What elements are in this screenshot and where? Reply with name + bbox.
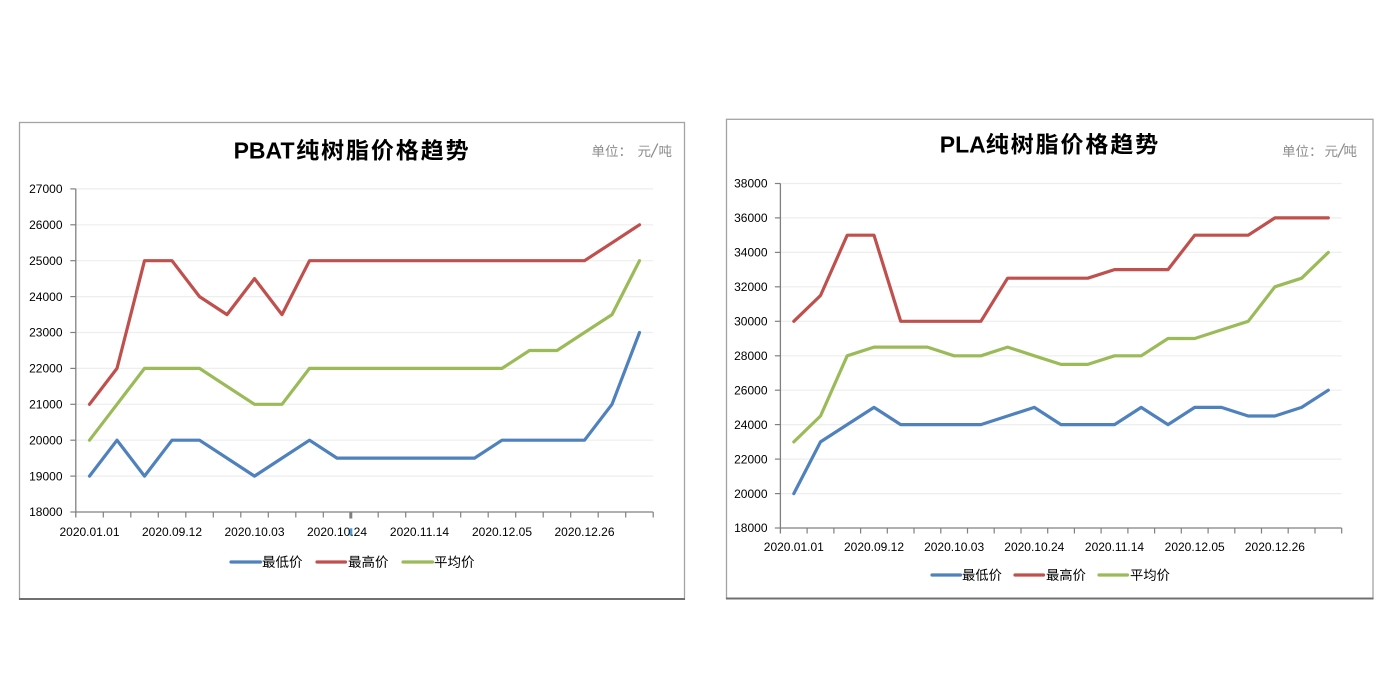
svg-text:2020.09.12: 2020.09.12 bbox=[844, 540, 904, 554]
svg-text:26000: 26000 bbox=[29, 218, 63, 232]
svg-text:28000: 28000 bbox=[734, 349, 768, 363]
svg-text:38000: 38000 bbox=[734, 177, 768, 191]
svg-text:24000: 24000 bbox=[734, 418, 768, 432]
svg-text:2020.12.05: 2020.12.05 bbox=[1165, 540, 1225, 554]
svg-text:22000: 22000 bbox=[29, 362, 63, 376]
svg-text:18000: 18000 bbox=[29, 505, 63, 519]
svg-text:2020.12.26: 2020.12.26 bbox=[554, 525, 614, 539]
svg-text:26000: 26000 bbox=[734, 383, 768, 397]
svg-text:22000: 22000 bbox=[734, 452, 768, 466]
svg-text:2020.10.03: 2020.10.03 bbox=[224, 525, 284, 539]
svg-text:2020.10.24: 2020.10.24 bbox=[1004, 540, 1064, 554]
svg-text:20000: 20000 bbox=[29, 433, 63, 447]
svg-text:2020.01.01: 2020.01.01 bbox=[59, 525, 119, 539]
svg-text:19000: 19000 bbox=[29, 469, 63, 483]
svg-text:2020.09.12: 2020.09.12 bbox=[142, 525, 202, 539]
svg-text:18000: 18000 bbox=[734, 521, 768, 535]
svg-text:32000: 32000 bbox=[734, 280, 768, 294]
svg-text:23000: 23000 bbox=[29, 326, 63, 340]
svg-text:2020.12.05: 2020.12.05 bbox=[472, 525, 532, 539]
svg-text:PLA: PLA bbox=[940, 132, 986, 158]
svg-text:PBAT: PBAT bbox=[234, 138, 295, 164]
svg-text:2020.10.03: 2020.10.03 bbox=[924, 540, 984, 554]
svg-text:2020.12.26: 2020.12.26 bbox=[1245, 540, 1305, 554]
svg-text:30000: 30000 bbox=[734, 315, 768, 329]
svg-text:21000: 21000 bbox=[29, 398, 63, 412]
svg-text:25000: 25000 bbox=[29, 254, 63, 268]
svg-text:2020.11.14: 2020.11.14 bbox=[1085, 540, 1144, 554]
svg-text:2020.10.24: 2020.10.24 bbox=[307, 525, 367, 539]
svg-text:24000: 24000 bbox=[29, 290, 63, 304]
svg-text:2020.01.01: 2020.01.01 bbox=[764, 540, 824, 554]
svg-text:27000: 27000 bbox=[29, 182, 63, 196]
svg-text:34000: 34000 bbox=[734, 246, 768, 260]
svg-text:2020.11.14: 2020.11.14 bbox=[390, 525, 449, 539]
svg-text:36000: 36000 bbox=[734, 211, 768, 225]
svg-text:20000: 20000 bbox=[734, 487, 768, 501]
